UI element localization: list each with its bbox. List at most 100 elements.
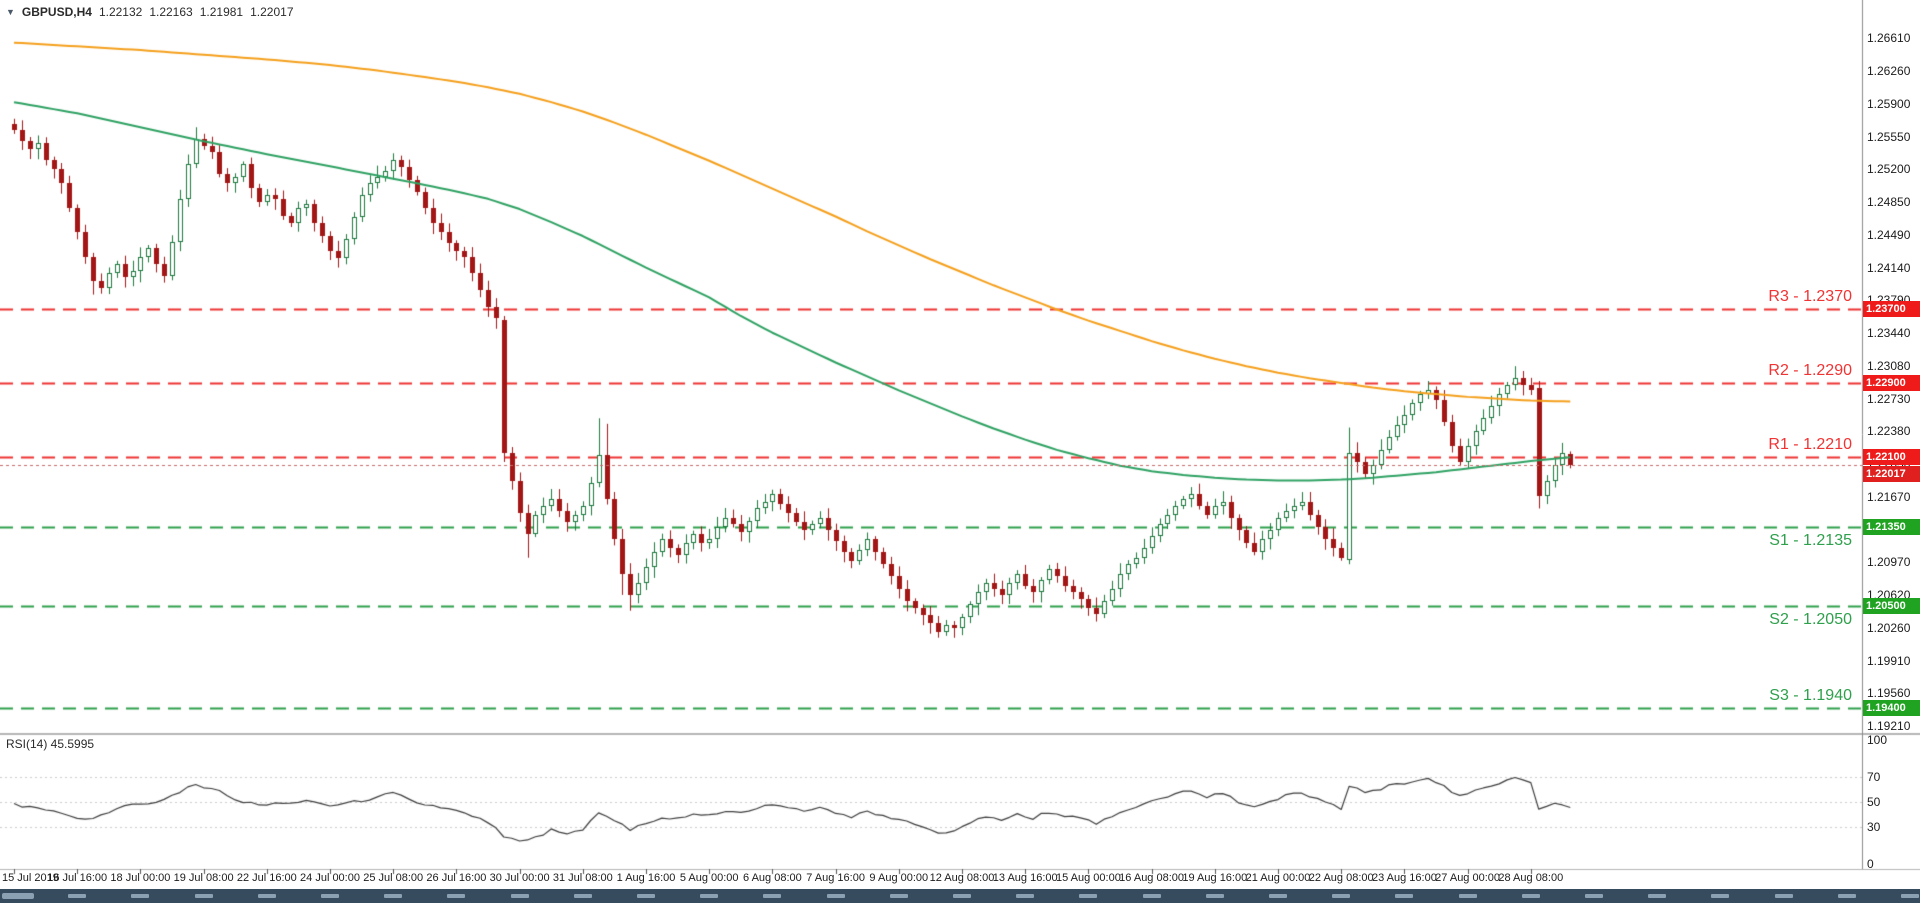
scrollbar-tick	[1458, 894, 1477, 898]
time-axis-label: 25 Jul 08:00	[363, 872, 424, 884]
price-tag-r2: 1.22900	[1863, 374, 1920, 391]
price-axis-label: 1.24140	[1867, 260, 1911, 275]
scrollbar-thumb[interactable]	[2, 893, 34, 899]
price-tag-s1: 1.21350	[1863, 519, 1920, 536]
scrollbar-tick	[68, 894, 87, 898]
pivot-level-label-s1: S1 - 1.2135	[1769, 532, 1852, 550]
price-axis-label: 1.26610	[1867, 31, 1911, 45]
time-axis-label: 19 Aug 16:00	[1182, 872, 1248, 884]
time-axis-label: 22 Aug 08:00	[1308, 872, 1374, 884]
time-axis-label: 30 Jul 00:00	[489, 872, 550, 884]
pivot-level-label-r1: R1 - 1.2210	[1768, 436, 1852, 454]
time-axis-label: 28 Aug 08:00	[1498, 872, 1564, 884]
time-axis-label: 18 Jul 00:00	[110, 872, 171, 884]
scrollbar-tick	[573, 894, 592, 898]
price-axis-label: 1.24490	[1867, 228, 1911, 243]
time-axis-label: 5 Aug 00:00	[679, 872, 739, 884]
price-axis-label: 1.22380	[1867, 424, 1911, 439]
time-axis-label: 22 Jul 16:00	[236, 872, 297, 884]
price-axis-label: 1.23080	[1867, 359, 1911, 374]
price-axis-label: 1.22730	[1867, 391, 1911, 406]
quote-low-value: 1.21981	[199, 5, 244, 19]
price-tag-s2: 1.20500	[1863, 598, 1920, 615]
scrollbar-tick	[384, 894, 403, 898]
rsi-axis-label: 70	[1867, 770, 1881, 785]
quote-close-value: 1.22017	[250, 5, 294, 19]
price-tag-r1: 1.22100	[1863, 449, 1920, 466]
pivot-level-label-s3: S3 - 1.1940	[1769, 687, 1852, 705]
quote-high-value: 1.22163	[149, 5, 193, 19]
price-tag-s3: 1.19400	[1863, 700, 1920, 717]
pivot-level-label-s2: S2 - 1.2050	[1769, 611, 1852, 629]
time-axis-label: 15 Aug 00:00	[1055, 872, 1121, 884]
price-axis-label: 1.21670	[1867, 490, 1911, 505]
bottom-scrollbar[interactable]	[0, 889, 1920, 903]
scrollbar-tick	[321, 894, 339, 898]
time-axis-label: 16 Jul 16:00	[47, 872, 108, 884]
time-axis-label: 23 Aug 16:00	[1371, 872, 1437, 884]
symbol-dropdown-icon[interactable]: ▼	[6, 7, 15, 17]
time-axis-label: 6 Aug 08:00	[743, 872, 802, 884]
price-axis-label: 1.24850	[1867, 194, 1911, 209]
price-axis-label: 1.20970	[1867, 555, 1911, 570]
scrollbar-tick	[1332, 894, 1351, 898]
rsi-axis-label: 30	[1867, 819, 1881, 834]
scrollbar-tick	[1142, 894, 1161, 898]
pivot-level-label-r2: R2 - 1.2290	[1768, 361, 1852, 379]
time-axis-label: 27 Aug 00:00	[1435, 872, 1501, 884]
price-axis-label: 1.19560	[1867, 686, 1911, 701]
scrollbar-tick	[826, 894, 845, 898]
rsi-axis-label: 100	[1867, 733, 1888, 747]
price-axis-label: 1.25550	[1867, 129, 1911, 144]
price-axis-label: 1.19210	[1867, 719, 1911, 733]
scrollbar-tick	[194, 894, 213, 898]
time-axis-label: 26 Jul 16:00	[426, 872, 487, 884]
rsi-indicator-label: RSI(14) 45.5995	[6, 737, 95, 751]
time-axis-label: 19 Jul 08:00	[173, 872, 234, 884]
scrollbar-tick	[637, 894, 655, 898]
scrollbar-tick	[1079, 894, 1098, 898]
pivot-level-label-r3: R3 - 1.2370	[1768, 287, 1852, 305]
rsi-axis-label: 0	[1867, 857, 1874, 871]
time-axis-label: 7 Aug 16:00	[806, 872, 865, 884]
quote-open-value: 1.22132	[98, 5, 143, 19]
scrollbar-tick	[510, 894, 529, 898]
time-axis-label: 21 Aug 00:00	[1245, 872, 1311, 884]
scrollbar-tick	[1774, 894, 1793, 898]
scrollbar-tick	[1648, 894, 1667, 898]
price-axis-label: 1.25900	[1867, 97, 1911, 111]
scrollbar-tick	[953, 894, 971, 898]
scrollbar-tick	[131, 894, 150, 898]
scrollbar-tick	[1901, 894, 1919, 898]
scrollbar-tick	[763, 894, 782, 898]
price-axis-label: 1.26260	[1867, 63, 1911, 78]
scrollbar-tick	[1837, 894, 1856, 898]
symbol-period-label: GBPUSD,H4	[21, 5, 92, 19]
scrollbar-tick	[1711, 894, 1730, 898]
time-axis-label: 16 Aug 08:00	[1119, 872, 1185, 884]
time-axis-label: 31 Jul 08:00	[552, 872, 613, 884]
scrollbar-tick	[257, 894, 276, 898]
price-axis-label: 1.23440	[1867, 325, 1911, 340]
time-axis-label: 9 Aug 00:00	[869, 872, 929, 884]
price-axis-label: 1.25200	[1867, 162, 1911, 177]
scrollbar-tick	[1269, 894, 1287, 898]
price-axis-label: 1.19910	[1867, 653, 1911, 668]
time-axis-label: 12 Aug 08:00	[929, 872, 995, 884]
scrollbar-tick	[1585, 894, 1603, 898]
scrollbar-tick	[1016, 894, 1035, 898]
scrollbar-tick	[1205, 894, 1224, 898]
current-price-tag: 1.22017	[1863, 466, 1920, 483]
scrollbar-tick	[447, 894, 466, 898]
price-tag-r3: 1.23700	[1863, 300, 1920, 317]
time-axis-label: 24 Jul 00:00	[300, 872, 360, 884]
price-axis-label: 1.20260	[1867, 621, 1911, 636]
scrollbar-tick	[1521, 894, 1540, 898]
time-axis-label: 15 Jul 2019	[2, 872, 59, 884]
time-axis-label: 1 Aug 16:00	[616, 872, 676, 884]
time-axis-label: 13 Aug 16:00	[992, 872, 1058, 884]
quote-bar: ▼ GBPUSD,H4 1.22132 1.22163 1.21981 1.22…	[6, 5, 294, 19]
scrollbar-tick	[889, 894, 908, 898]
